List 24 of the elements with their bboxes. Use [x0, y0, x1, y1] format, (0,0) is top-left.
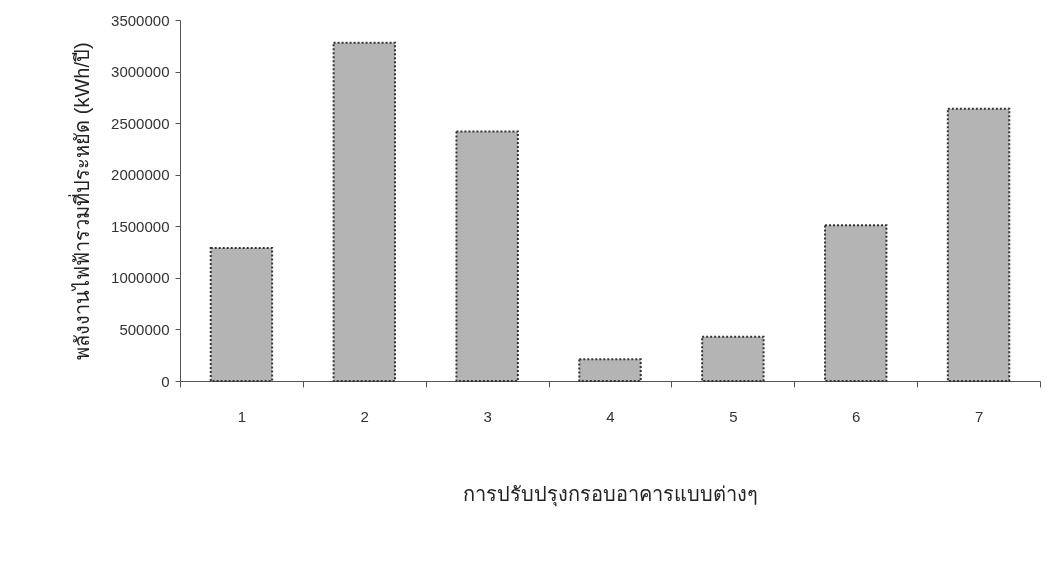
y-tick-label: 2000000	[111, 166, 170, 184]
bar	[824, 224, 888, 382]
x-tick-label: 4	[606, 407, 615, 425]
x-tick-label: 3	[483, 407, 492, 425]
x-tick-label: 1	[237, 407, 247, 425]
bar	[209, 246, 274, 382]
y-tick-label: 1000000	[111, 269, 170, 287]
y-tick-label: 3500000	[111, 11, 170, 29]
bar	[946, 107, 1011, 382]
y-axis-title: พลังงานไฟฟ้ารวมที่ประหยัด (kWh/ปี)	[68, 42, 94, 360]
x-tick-label: 7	[974, 407, 984, 425]
y-tick-label: 500000	[119, 320, 170, 338]
x-tick-label: 5	[729, 407, 738, 425]
y-tick-label: 1500000	[111, 217, 170, 235]
y-tick-label: 3000000	[111, 63, 170, 81]
bar	[578, 358, 642, 382]
y-tick-label: 2500000	[111, 114, 170, 132]
x-tick-label: 2	[360, 407, 369, 425]
bar	[455, 130, 519, 382]
bar	[332, 41, 396, 382]
x-tick-label: 6	[852, 407, 861, 425]
x-axis-title: การปรับปรุงกรอบอาคารแบบต่างๆ	[463, 482, 758, 507]
bar	[701, 335, 765, 382]
y-tick-label: 0	[161, 372, 170, 390]
